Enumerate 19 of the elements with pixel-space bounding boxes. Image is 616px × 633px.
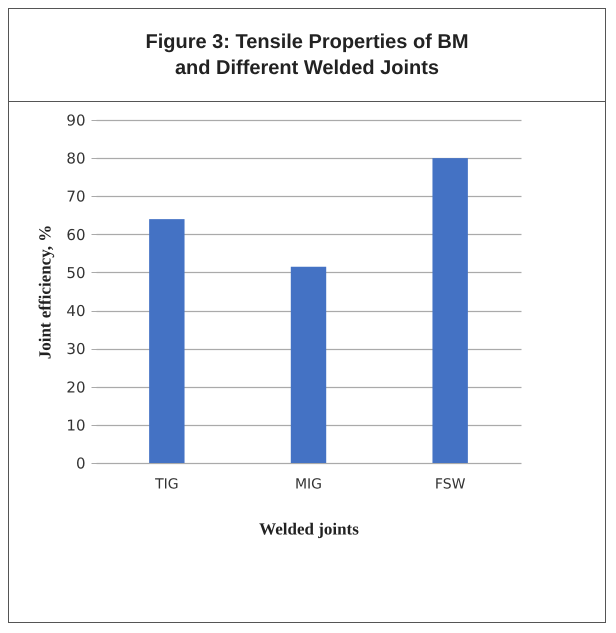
y-tick-label: 60	[66, 226, 86, 244]
y-tick-label: 20	[66, 378, 86, 396]
chart-title: Figure 3: Tensile Properties of BM and Different Welded Joints	[9, 9, 605, 102]
y-axis-title: Joint efficiency, %	[35, 224, 54, 360]
x-tick-label: TIG	[154, 476, 179, 492]
y-tick-label: 30	[66, 340, 86, 358]
y-tick-label: 40	[66, 302, 86, 320]
y-tick-label: 10	[66, 416, 86, 434]
bar	[432, 158, 468, 463]
y-tick-label: 50	[66, 264, 86, 282]
y-tick-label: 90	[66, 112, 86, 130]
y-tick-label: 80	[66, 150, 86, 168]
y-tick-label: 0	[76, 454, 86, 472]
x-tick-label: MIG	[294, 476, 322, 492]
x-tick-label: FSW	[434, 476, 466, 492]
bar	[149, 219, 185, 463]
bar	[290, 266, 326, 463]
x-axis-title: Welded joints	[259, 520, 360, 538]
y-tick-label: 70	[66, 188, 86, 206]
